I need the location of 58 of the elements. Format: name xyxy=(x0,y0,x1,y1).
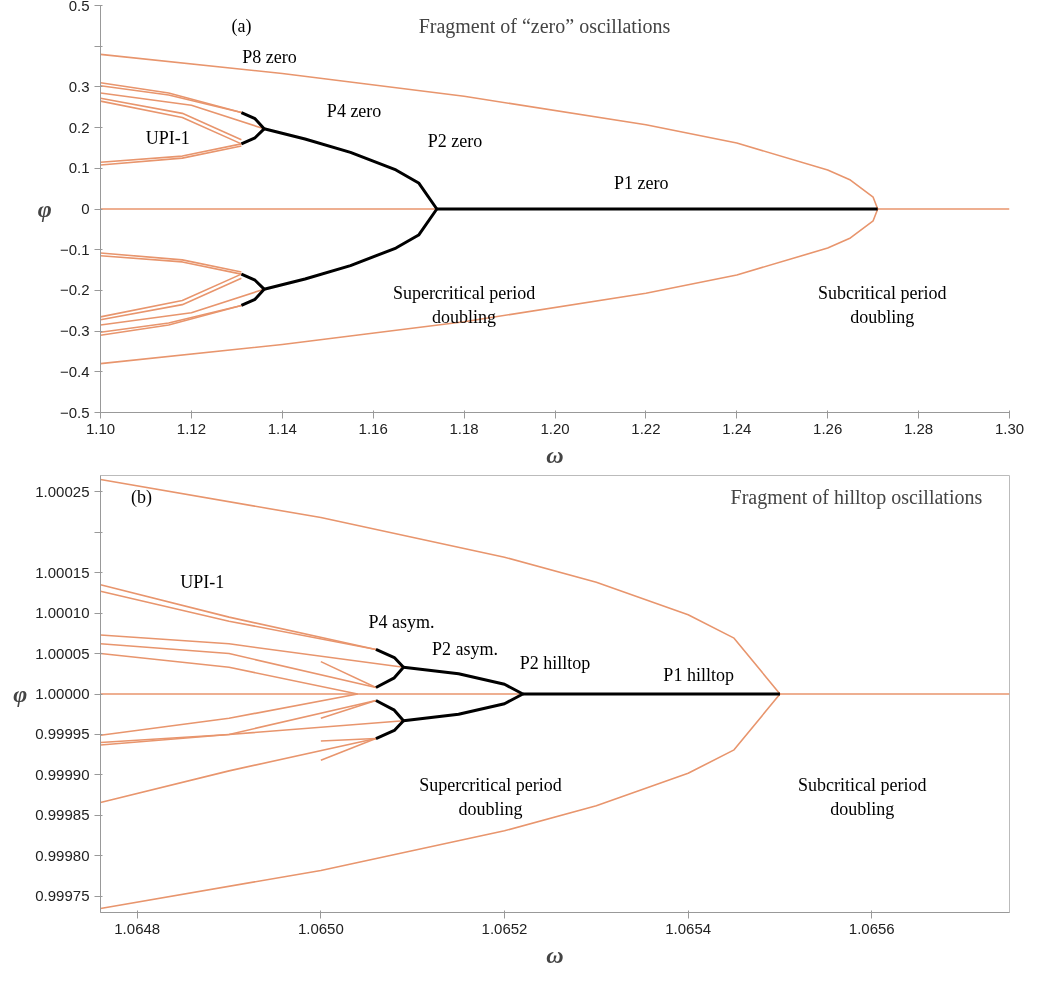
y-tick-label: 0 xyxy=(81,200,90,217)
annotation: UPI-1 xyxy=(180,571,225,592)
x-tick-label: 1.0656 xyxy=(848,919,895,937)
annotation: P2 hilltop xyxy=(519,653,591,674)
y-tick-label: 1.00010 xyxy=(35,604,90,622)
y-tick-label: 0.3 xyxy=(68,77,90,95)
y-tick-label: 1.00005 xyxy=(35,644,90,662)
x-tick-label: 1.16 xyxy=(358,419,388,437)
text: Fragment of “zero” oscillations xyxy=(418,14,671,38)
annotation: P4 asym. xyxy=(368,611,435,632)
y-tick-label: 0.2 xyxy=(68,118,90,136)
x-tick-label: 1.24 xyxy=(722,419,752,437)
annotation: Subcritical period doubling xyxy=(818,283,947,328)
annotation: Supercritical period doubling xyxy=(419,774,562,819)
y-tick-label: 0.99995 xyxy=(35,725,90,743)
annotation: P1 zero xyxy=(614,173,669,194)
y-tick-label: 0.5 xyxy=(68,0,90,14)
x-tick-label: 1.22 xyxy=(631,419,661,437)
y-tick-label: 0.99985 xyxy=(35,806,90,824)
x-tick-label: 1.18 xyxy=(449,419,479,437)
x-tick-label: 1.30 xyxy=(994,419,1025,437)
x-axis-title: ω xyxy=(546,441,564,468)
x-tick-label: 1.10 xyxy=(85,419,116,437)
annotation: P2 asym. xyxy=(432,639,499,660)
annotation: (b) xyxy=(130,487,152,509)
y-tick-label: −0.5 xyxy=(59,403,90,421)
y-tick-label: 0.99990 xyxy=(35,765,90,783)
y-tick-label: 0.99980 xyxy=(35,846,90,864)
x-tick-label: 1.12 xyxy=(176,419,207,437)
y-axis-title: φ xyxy=(13,681,28,707)
x-tick-label: 1.28 xyxy=(904,419,934,437)
x-tick-label: 1.0650 xyxy=(297,919,344,937)
text: Fragment of hilltop oscillations xyxy=(730,486,983,510)
y-tick-label: 1.00000 xyxy=(35,685,90,702)
annotation: P1 hilltop xyxy=(663,665,734,686)
annotation: P8 zero xyxy=(242,46,297,67)
y-tick-label: −0.2 xyxy=(59,281,90,299)
y-tick-label: 0.1 xyxy=(68,159,90,177)
annotation: P2 zero xyxy=(427,131,483,152)
y-axis-title: φ xyxy=(37,196,52,222)
annotation: Supercritical period doubling xyxy=(392,283,536,328)
x-tick-label: 1.0648 xyxy=(114,919,161,937)
annotation: P4 zero xyxy=(326,101,382,122)
y-tick-label: −0.4 xyxy=(59,362,90,380)
y-tick-label: 1.00025 xyxy=(35,482,90,500)
x-tick-label: 1.20 xyxy=(540,419,570,437)
x-axis-title: ω xyxy=(546,941,564,968)
x-tick-label: 1.0652 xyxy=(481,919,528,937)
y-tick-label: −0.1 xyxy=(59,240,90,258)
y-tick-label: 0.99975 xyxy=(35,887,90,905)
y-tick-label: −0.3 xyxy=(59,322,90,340)
annotation: UPI-1 xyxy=(145,128,190,149)
annotation: Subcritical period doubling xyxy=(798,774,927,819)
x-tick-label: 1.26 xyxy=(813,419,843,437)
annotation: (a) xyxy=(231,15,252,37)
x-tick-label: 1.14 xyxy=(267,419,297,437)
x-tick-label: 1.0654 xyxy=(665,919,712,937)
y-tick-label: 1.00015 xyxy=(35,563,90,581)
